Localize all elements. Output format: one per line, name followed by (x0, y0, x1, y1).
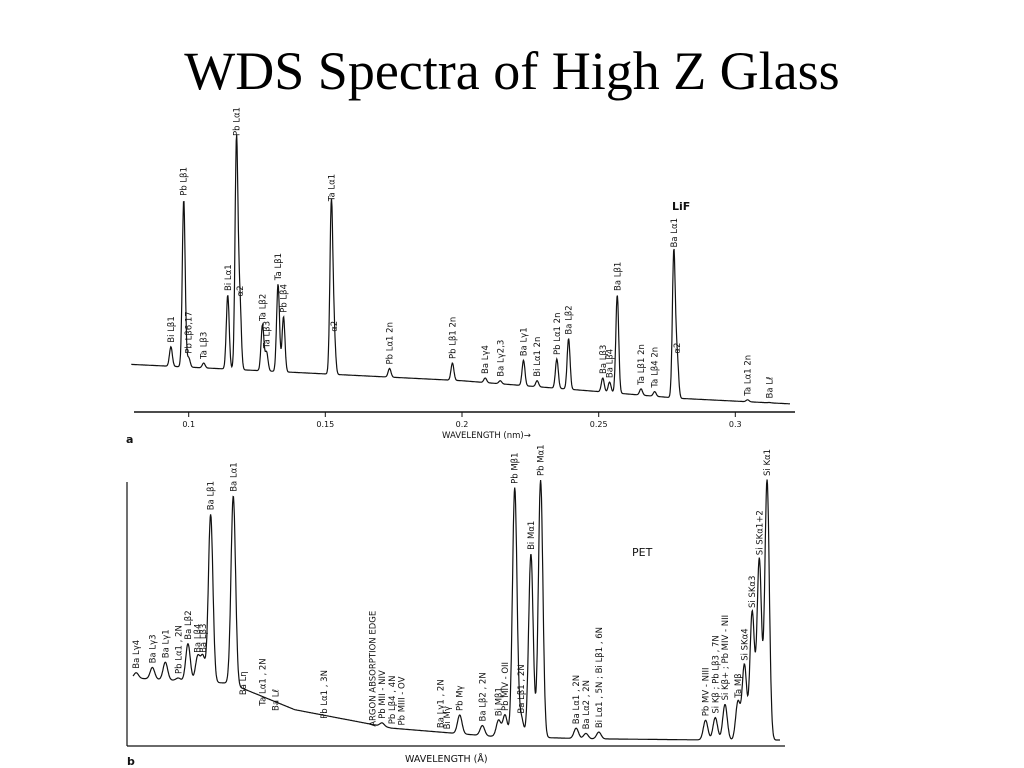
peak-label: Pb Lβ4 (280, 284, 290, 313)
peak-label: Pb Lα1 2n (386, 322, 396, 364)
peak-label: Ba Lβ1 (613, 262, 623, 291)
peak-label: Ba Lγ4 (132, 640, 142, 669)
peak-label: Ta Lβ3 (200, 332, 210, 360)
peak-labels-a: Bi Lβ1 Pb Lβ1 Pb Lβ6,17 Ta Lβ3 Bi Lα1 Pb Lα1 α… (167, 107, 776, 398)
peak-label: ARGON ABSORPTION EDGE (368, 611, 378, 727)
peak-label: Pb MV - NIII (702, 667, 712, 716)
peak-label: Ba Lγ3 (148, 634, 158, 663)
peak-label: α2 (330, 321, 340, 332)
peak-label: Ta Lα1 , 2N (258, 658, 268, 706)
peak-label: Bi Lα1 2n (533, 337, 543, 377)
peak-label: Ba Lγ1 (161, 629, 171, 658)
x-axis-label-a: WAVELENGTH (nm)→ (442, 431, 531, 441)
peak-label: Bi Lα1 (224, 264, 234, 291)
spectrum-trace-b (132, 479, 780, 741)
peak-label: Ba Lα1 (229, 462, 239, 492)
peak-label: Pb Lα1 (233, 107, 243, 136)
peak-label: Pb Lα1 , 3N (320, 670, 330, 719)
peak-label: Ba Lγ1 (520, 327, 530, 356)
peak-label: Ba Lγ2,3 (496, 340, 506, 377)
peak-label: Bi Mγ (443, 706, 453, 729)
peak-label: Si Kα1 (763, 449, 773, 476)
peak-label: Ta Lα1 2n (744, 355, 754, 397)
peak-label: Bi Mα1 (527, 521, 537, 550)
panel-letter-b: b (127, 755, 135, 768)
peak-label: α2 (236, 285, 246, 296)
x-axis-label-b: WAVELENGTH (Å) (405, 753, 488, 765)
slide-title: WDS Spectra of High Z Glass (184, 41, 840, 101)
peak-label: Pb Lα1 , 2N (174, 625, 184, 674)
panel-letter-a: a (126, 433, 133, 446)
peak-label: Ba Lα1 (670, 218, 680, 248)
peak-label: Ta Lβ3 (263, 321, 273, 349)
peak-label: Ba Lη (239, 671, 249, 695)
peak-label: Ba Lβ2 (565, 305, 575, 334)
peak-label: Bi Lα1 , 5N ; Bi Lβ1 , 6N (595, 627, 605, 728)
peak-label: Ba Lℓ (766, 377, 776, 399)
peak-label: Pb Lβ4 , 4N (388, 676, 398, 725)
crystal-label-a: LiF (672, 200, 690, 213)
peak-label: Ba Lβ3 (199, 624, 209, 653)
peak-label: Si Kβ+ ; Pb MIV - NII (721, 615, 731, 701)
peak-label: Ta Lβ1 2n (637, 344, 647, 386)
peak-label: Ta Lβ2 (259, 294, 269, 322)
peak-label: Ba Lα1 , 2N (572, 675, 582, 724)
spectrum-panel-a: 0.1 0.15 0.2 0.25 0.3 Bi Lβ1 Pb Lβ1 Pb Lβ6,17 T… (126, 107, 795, 446)
peak-label: Ba Lβ3 (599, 345, 609, 374)
x-tick-label: 0.3 (729, 420, 742, 429)
peak-label: Ta Mβ (734, 673, 744, 698)
peak-label: Pb Mα1 (537, 444, 547, 476)
peak-label: Si SKα3 (748, 576, 758, 608)
peak-label: Ta Lβ1 (274, 253, 284, 281)
peak-label: Si SKα4 (740, 628, 750, 660)
spectrum-trace-a (131, 134, 790, 405)
peak-label: Ba Lβ4 (606, 349, 616, 378)
peak-label: Ba Lγ1 , 2N (436, 679, 446, 728)
crystal-label-b: PET (632, 546, 653, 559)
peak-label: Ba Lβ2 (184, 610, 194, 639)
peak-label: Ba Lβ1 (207, 481, 217, 510)
peak-label: Pb MII - NIV (378, 670, 388, 719)
peak-label: α2 (673, 343, 683, 354)
peak-label: Si SKα1+2 (755, 510, 765, 555)
x-tick-label: 0.1 (182, 420, 195, 429)
peak-label: Pb Lβ1 2n (448, 317, 458, 359)
peak-label: Ba Lβ2 , 2N (478, 672, 488, 721)
peak-label: Bi Mβ1 (495, 687, 505, 716)
peak-label: Pb Mγ (456, 685, 466, 711)
peak-label: Pb MIII - OV (398, 676, 408, 725)
peak-label: Ta Lβ4 2n (651, 347, 661, 389)
peak-label: Ba Lβ1 , 2N (517, 664, 527, 713)
peak-label: Si Kβ ; Pb Lβ3 , 7N (711, 635, 721, 713)
x-tick-label: 0.25 (590, 420, 608, 429)
x-ticks-a: 0.1 0.15 0.2 0.25 0.3 (182, 412, 742, 429)
peak-label: Ba Lγ4 (481, 345, 491, 374)
peak-label: Pb MIV - OII (501, 662, 511, 711)
peak-label: Pb Mβ1 (511, 453, 521, 484)
peak-label: Pb Lα1 2n (553, 313, 563, 355)
x-tick-label: 0.15 (316, 420, 334, 429)
peak-label: Ba Lℓ (271, 689, 281, 711)
x-tick-label: 0.2 (456, 420, 469, 429)
peak-label: Ba Lα2 , 2N (582, 680, 592, 729)
peak-label: Ba Lβ4 (194, 624, 204, 653)
peak-label: Pb Lβ1 (180, 167, 190, 196)
peak-label: Bi Lβ1 (167, 316, 177, 342)
peak-label: Pb Lβ6,17 (185, 311, 195, 353)
peak-label: Ta Lα1 (327, 174, 337, 202)
